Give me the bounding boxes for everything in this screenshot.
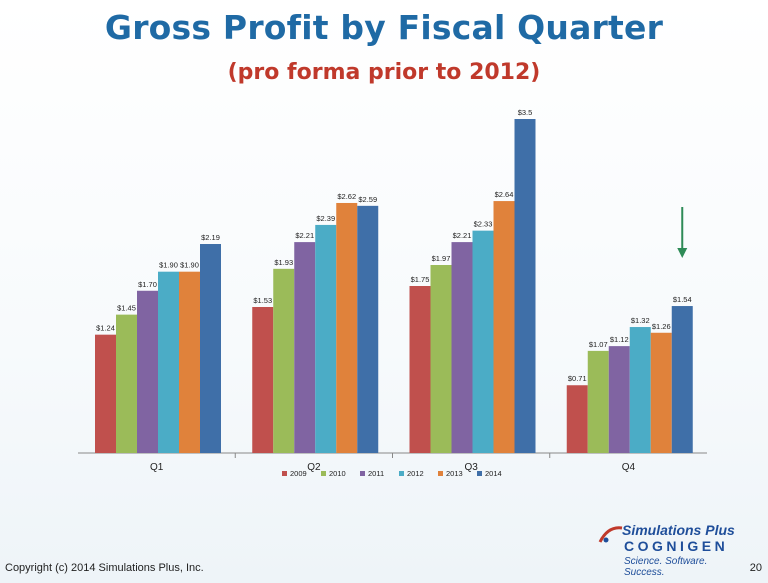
bar-2013-Q3 — [493, 201, 515, 453]
data-label: $1.32 — [631, 316, 650, 325]
legend-swatch-2009 — [282, 471, 287, 476]
legend-swatch-2011 — [360, 471, 365, 476]
data-label: $0.71 — [568, 374, 587, 383]
bar-2009-Q3 — [409, 286, 431, 453]
legend-label-2014: 2014 — [485, 469, 502, 478]
legend-swatch-2014 — [477, 471, 482, 476]
category-label: Q2 — [307, 462, 321, 473]
bar-2011-Q2 — [294, 242, 316, 453]
legend-label-2011: 2011 — [368, 469, 384, 478]
logo-tagline: Science. Software. Success. — [624, 556, 708, 578]
data-label: $1.45 — [117, 304, 136, 313]
bar-2013-Q2 — [336, 202, 358, 453]
bar-2009-Q4 — [566, 385, 588, 453]
legend-swatch-2010 — [321, 471, 326, 476]
data-label: $1.53 — [253, 296, 272, 305]
bar-2014-Q3 — [514, 119, 536, 453]
bar-2011-Q3 — [451, 242, 473, 453]
data-label: $3.5 — [518, 108, 533, 117]
bar-2009-Q1 — [95, 334, 116, 453]
category-label: Q1 — [150, 462, 164, 473]
data-label: $1.70 — [138, 280, 157, 289]
page-number: 20 — [749, 562, 762, 574]
bar-2014-Q4 — [671, 306, 693, 453]
legend-label-2010: 2010 — [329, 469, 346, 478]
category-label: Q4 — [622, 462, 636, 473]
bar-2012-Q1 — [158, 271, 179, 453]
bar-2013-Q1 — [179, 271, 200, 453]
bar-2010-Q2 — [273, 268, 295, 453]
down-arrow-icon — [677, 248, 688, 258]
bar-2010-Q4 — [587, 350, 609, 453]
logo-line2: COGNIGEN — [624, 538, 729, 554]
legend-swatch-2013 — [438, 471, 443, 476]
legend-swatch-2012 — [399, 471, 404, 476]
bar-2014-Q2 — [357, 205, 379, 453]
slide-subtitle: (pro forma prior to 2012) — [227, 60, 541, 85]
data-label: $2.21 — [295, 231, 314, 240]
legend-label-2013: 2013 — [446, 469, 463, 478]
copyright-text: Copyright (c) 2014 Simulations Plus, Inc… — [5, 562, 204, 574]
slide-title: Gross Profit by Fiscal Quarter — [104, 8, 664, 47]
data-label: $2.33 — [474, 220, 493, 229]
data-label: $1.75 — [411, 275, 430, 284]
logo-name: Simulations Plus — [622, 522, 735, 538]
bar-2012-Q3 — [472, 230, 494, 453]
bar-2012-Q4 — [629, 327, 651, 453]
data-label: $1.97 — [432, 254, 451, 263]
bar-2010-Q3 — [430, 265, 452, 453]
category-label: Q3 — [464, 462, 478, 473]
data-label: $1.90 — [180, 261, 199, 270]
logo-swoosh-icon — [598, 526, 623, 543]
bar-2009-Q2 — [252, 306, 274, 453]
company-logo: Simulations Plus COGNIGEN Science. Softw… — [598, 522, 748, 578]
bar-2010-Q1 — [116, 314, 137, 453]
bar-2011-Q4 — [608, 346, 630, 453]
bar-2011-Q1 — [137, 290, 158, 453]
data-label: $2.64 — [495, 190, 514, 199]
data-label: $1.90 — [159, 261, 178, 270]
data-label: $1.26 — [652, 322, 671, 331]
data-label: $2.19 — [201, 233, 220, 242]
data-label: $1.24 — [96, 324, 115, 333]
data-label: $1.93 — [274, 258, 293, 267]
data-label: $2.39 — [316, 214, 335, 223]
data-label: $2.59 — [358, 195, 377, 204]
bar-2013-Q4 — [650, 332, 672, 453]
data-label: $1.12 — [610, 335, 629, 344]
legend-label-2009: 2009 — [290, 469, 307, 478]
data-label: $2.62 — [337, 192, 356, 201]
data-label: $1.54 — [673, 295, 692, 304]
legend-label-2012: 2012 — [407, 469, 424, 478]
data-label: $1.07 — [589, 340, 608, 349]
data-label: $2.21 — [453, 231, 472, 240]
bar-2014-Q1 — [200, 244, 221, 453]
bar-2012-Q2 — [315, 224, 337, 453]
